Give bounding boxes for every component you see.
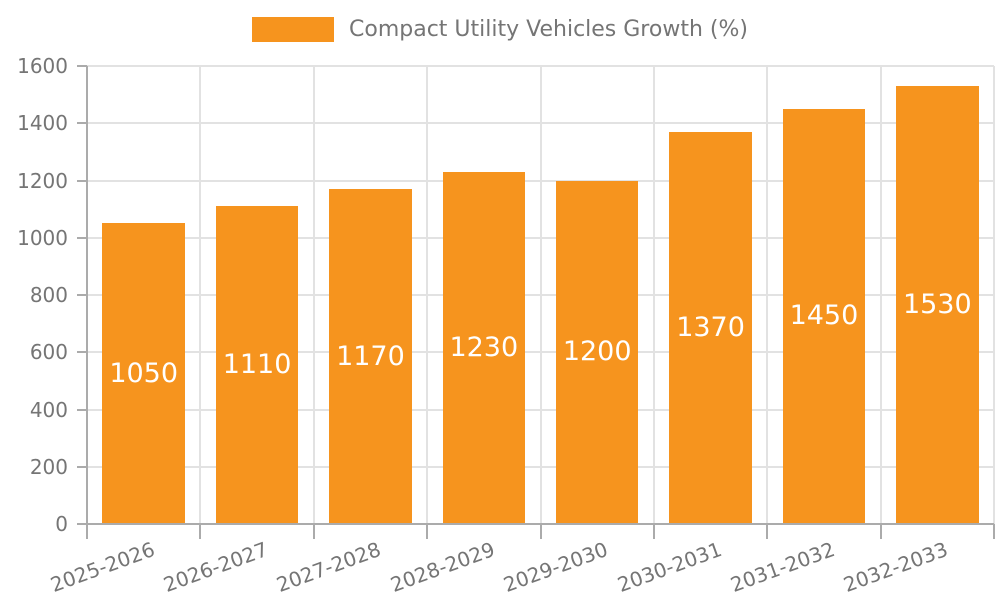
bar[interactable] <box>555 180 639 524</box>
y-tick <box>77 465 87 468</box>
x-axis-label: 2026-2027 <box>160 537 271 597</box>
bar[interactable] <box>102 223 185 524</box>
bar[interactable] <box>782 108 866 524</box>
y-axis-label: 1000 <box>17 225 68 250</box>
x-tick <box>652 524 655 539</box>
bar[interactable] <box>442 171 526 524</box>
gridline-vertical <box>652 66 655 524</box>
y-axis-label: 200 <box>29 454 68 479</box>
y-tick <box>77 523 87 525</box>
legend-label: Compact Utility Vehicles Growth (%) <box>349 17 748 42</box>
y-tick <box>77 294 87 296</box>
y-tick <box>77 236 87 239</box>
gridline-vertical <box>312 66 315 524</box>
bar-value-label: 1530 <box>902 289 972 321</box>
x-tick <box>993 524 995 539</box>
bar[interactable] <box>669 131 752 524</box>
bar-value-label: 1450 <box>789 300 859 332</box>
bar[interactable] <box>896 86 979 524</box>
bar-value-label: 1200 <box>562 336 632 368</box>
legend-swatch <box>252 17 335 42</box>
y-tick <box>77 179 87 182</box>
x-tick <box>766 524 769 539</box>
x-axis-label: 2029-2030 <box>500 537 612 597</box>
x-axis-label: 2025-2026 <box>46 537 158 597</box>
x-tick <box>312 524 315 539</box>
x-tick <box>539 524 542 539</box>
x-axis-label: 2030-2031 <box>613 537 725 597</box>
gridline-vertical <box>993 66 995 524</box>
x-tick <box>199 524 202 539</box>
gridline-vertical <box>199 66 202 524</box>
y-axis-label: 800 <box>29 283 68 307</box>
gridline-vertical <box>539 66 542 524</box>
x-axis-label: 2027-2028 <box>273 537 385 597</box>
bar[interactable] <box>215 206 299 524</box>
y-axis-label: 400 <box>29 397 68 422</box>
y-tick <box>77 122 87 125</box>
bar-value-label: 1110 <box>222 349 292 381</box>
gridline-vertical <box>879 66 882 524</box>
legend[interactable]: Compact Utility Vehicles Growth (%) <box>0 17 1000 42</box>
y-axis-label: 1600 <box>17 54 68 78</box>
gridline-vertical <box>766 66 769 524</box>
bar-value-label: 1170 <box>336 340 405 372</box>
y-axis-label: 600 <box>29 340 68 365</box>
gridline-horizontal <box>87 65 994 67</box>
y-axis-label: 1200 <box>17 168 68 193</box>
bar-value-label: 1050 <box>109 357 179 389</box>
y-tick <box>77 65 87 67</box>
x-axis-label: 2028-2029 <box>387 537 498 597</box>
x-tick <box>879 524 882 539</box>
x-axis-label: 2031-2032 <box>727 537 838 597</box>
gridline-vertical <box>426 66 429 524</box>
bar-value-label: 1370 <box>676 311 745 343</box>
x-tick <box>426 524 429 539</box>
x-tick <box>86 524 88 539</box>
y-axis-label: 1400 <box>17 111 68 136</box>
x-axis-label: 2032-2033 <box>840 537 952 597</box>
y-axis-label: 0 <box>55 512 68 536</box>
y-tick <box>77 351 87 354</box>
bar[interactable] <box>329 189 412 524</box>
bar-value-label: 1230 <box>449 331 519 363</box>
y-tick <box>77 408 87 411</box>
